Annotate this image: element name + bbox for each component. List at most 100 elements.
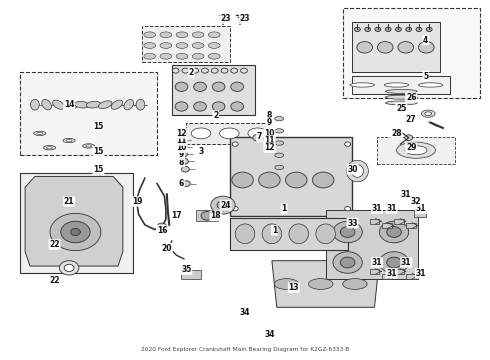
Ellipse shape bbox=[405, 146, 427, 155]
Text: 8: 8 bbox=[179, 158, 184, 167]
Text: 31: 31 bbox=[372, 204, 382, 213]
Ellipse shape bbox=[235, 224, 255, 244]
Text: 30: 30 bbox=[347, 165, 358, 174]
Circle shape bbox=[379, 221, 409, 243]
Text: 19: 19 bbox=[132, 197, 143, 206]
Ellipse shape bbox=[274, 279, 299, 289]
Ellipse shape bbox=[192, 32, 204, 38]
Bar bbox=[196, 211, 218, 221]
Polygon shape bbox=[20, 173, 133, 273]
Text: 13: 13 bbox=[289, 283, 299, 292]
Text: 15: 15 bbox=[93, 147, 103, 156]
Polygon shape bbox=[186, 123, 270, 144]
Circle shape bbox=[181, 166, 189, 172]
Bar bbox=[406, 274, 416, 279]
Text: 14: 14 bbox=[64, 100, 74, 109]
Text: 34: 34 bbox=[240, 308, 250, 317]
Circle shape bbox=[182, 68, 189, 73]
Text: 25: 25 bbox=[396, 104, 407, 113]
Ellipse shape bbox=[350, 83, 374, 87]
Circle shape bbox=[221, 68, 228, 73]
Circle shape bbox=[192, 68, 198, 73]
Text: 34: 34 bbox=[264, 330, 275, 339]
Circle shape bbox=[201, 68, 208, 73]
Circle shape bbox=[232, 142, 238, 146]
Text: 11: 11 bbox=[176, 136, 187, 145]
Text: 23: 23 bbox=[240, 14, 250, 23]
Text: 31: 31 bbox=[386, 204, 397, 213]
Ellipse shape bbox=[74, 102, 89, 108]
Ellipse shape bbox=[289, 224, 309, 244]
Circle shape bbox=[61, 221, 90, 243]
Circle shape bbox=[231, 102, 244, 111]
Circle shape bbox=[340, 257, 355, 268]
Ellipse shape bbox=[208, 42, 220, 48]
Bar bbox=[406, 223, 416, 228]
Circle shape bbox=[180, 158, 188, 164]
Ellipse shape bbox=[86, 145, 92, 147]
Circle shape bbox=[418, 41, 434, 53]
Circle shape bbox=[175, 82, 188, 91]
Text: 10: 10 bbox=[176, 143, 187, 152]
Polygon shape bbox=[25, 176, 123, 266]
Circle shape bbox=[232, 172, 253, 188]
Polygon shape bbox=[352, 22, 441, 72]
Circle shape bbox=[211, 196, 235, 214]
Text: 9: 9 bbox=[267, 118, 272, 127]
Circle shape bbox=[406, 27, 412, 32]
Circle shape bbox=[241, 68, 247, 73]
Circle shape bbox=[365, 27, 370, 32]
Ellipse shape bbox=[44, 145, 56, 150]
Circle shape bbox=[354, 27, 360, 32]
Ellipse shape bbox=[98, 101, 112, 109]
Circle shape bbox=[175, 102, 188, 111]
Text: 17: 17 bbox=[172, 211, 182, 220]
Text: 2020 Ford Explorer Crankshaft Main Bearing Diagram for K2GZ-6333-B: 2020 Ford Explorer Crankshaft Main Beari… bbox=[141, 347, 349, 352]
Ellipse shape bbox=[316, 224, 335, 244]
Bar bbox=[369, 269, 379, 274]
Ellipse shape bbox=[176, 53, 188, 59]
Text: 16: 16 bbox=[157, 226, 167, 235]
Bar bbox=[382, 274, 392, 279]
Bar bbox=[181, 270, 201, 279]
Ellipse shape bbox=[248, 128, 268, 139]
Circle shape bbox=[344, 142, 350, 146]
Text: 28: 28 bbox=[391, 129, 402, 138]
Ellipse shape bbox=[144, 32, 156, 38]
Text: 22: 22 bbox=[49, 240, 60, 249]
Text: 23: 23 bbox=[220, 14, 231, 23]
Circle shape bbox=[71, 228, 80, 235]
Text: 8: 8 bbox=[267, 111, 272, 120]
Ellipse shape bbox=[136, 99, 145, 110]
Circle shape bbox=[416, 27, 422, 32]
Circle shape bbox=[333, 221, 362, 243]
Ellipse shape bbox=[160, 42, 172, 48]
Bar bbox=[394, 219, 404, 224]
Bar bbox=[414, 210, 426, 217]
Polygon shape bbox=[143, 26, 230, 62]
Ellipse shape bbox=[386, 89, 417, 93]
Polygon shape bbox=[377, 137, 455, 164]
Text: 31: 31 bbox=[416, 269, 426, 278]
Text: 31: 31 bbox=[401, 258, 412, 267]
Polygon shape bbox=[172, 65, 255, 116]
Text: 33: 33 bbox=[347, 219, 358, 228]
Ellipse shape bbox=[111, 100, 123, 109]
Text: 11: 11 bbox=[264, 136, 275, 145]
Ellipse shape bbox=[191, 128, 211, 139]
Circle shape bbox=[333, 252, 362, 273]
Circle shape bbox=[231, 82, 244, 91]
Text: 32: 32 bbox=[411, 197, 421, 206]
Text: 24: 24 bbox=[220, 201, 231, 210]
Ellipse shape bbox=[52, 100, 64, 109]
Ellipse shape bbox=[386, 95, 417, 99]
Ellipse shape bbox=[418, 83, 443, 87]
Polygon shape bbox=[326, 211, 418, 279]
Ellipse shape bbox=[346, 160, 368, 182]
Ellipse shape bbox=[192, 42, 204, 48]
Text: 35: 35 bbox=[181, 265, 192, 274]
Ellipse shape bbox=[192, 53, 204, 59]
Text: 31: 31 bbox=[401, 190, 412, 199]
Text: 2: 2 bbox=[189, 68, 194, 77]
Ellipse shape bbox=[421, 110, 435, 117]
